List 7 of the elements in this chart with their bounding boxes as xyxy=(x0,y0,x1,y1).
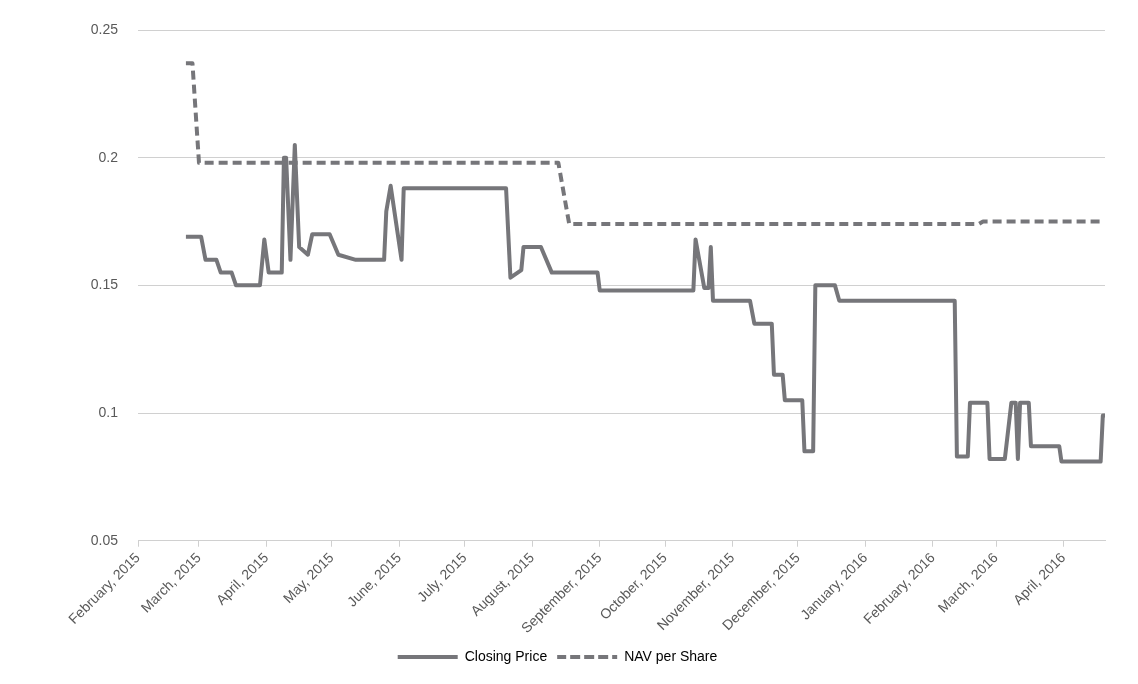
y-tick-label: 0.15 xyxy=(90,276,119,293)
legend-label: NAV per Share xyxy=(624,647,718,664)
legend-label: Closing Price xyxy=(464,647,548,664)
y-tick-label: 0.2 xyxy=(98,148,119,165)
y-tick-label: 0.25 xyxy=(90,20,119,37)
y-tick-label: 0.05 xyxy=(90,531,119,548)
y-tick-label: 0.1 xyxy=(98,403,119,420)
